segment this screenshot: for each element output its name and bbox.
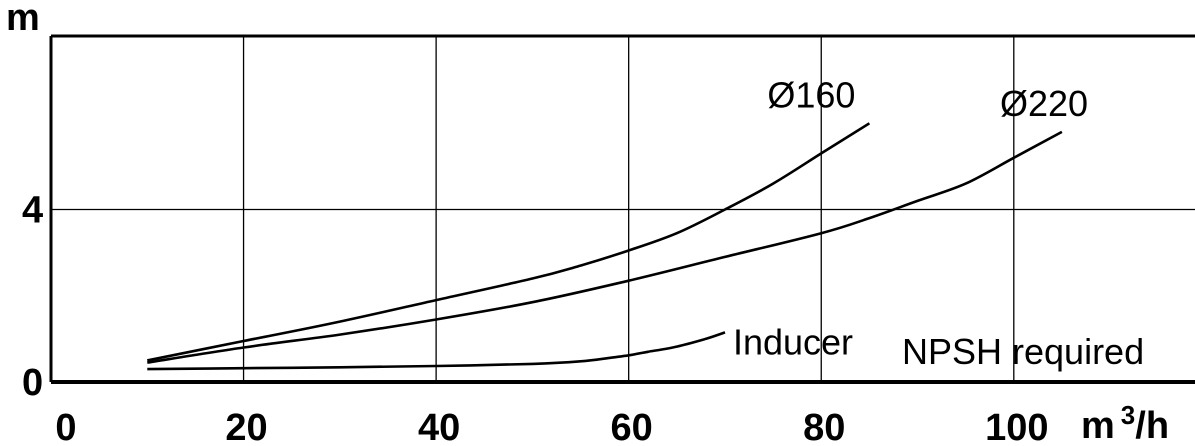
x-axis-label-tail: /h	[1135, 405, 1169, 446]
y-axis-label: m	[6, 0, 40, 39]
series-label-2: Ø220	[1000, 83, 1088, 124]
x-axis-label-exponent: 3	[1121, 400, 1135, 430]
series-line-3	[147, 331, 726, 371]
x-tick-label: 80	[803, 407, 845, 446]
grid-layer	[51, 37, 1195, 382]
series-label-layer: Ø160 Ø220 Inducer	[733, 74, 1088, 362]
x-axis-label-base: m	[1081, 405, 1115, 446]
series-label-1: Ø160	[767, 74, 855, 115]
series-label-3: Inducer	[733, 321, 853, 362]
y-tick-label: 0	[22, 362, 43, 404]
frame-layer	[49, 34, 1195, 384]
y-tick-label: 4	[22, 190, 43, 232]
series-layer	[147, 122, 1063, 371]
npsh-required-annotation: NPSH required	[902, 331, 1144, 372]
series-line-1	[147, 122, 871, 362]
x-tick-label: 0	[55, 407, 76, 446]
x-axis-label: m 3/h	[1081, 400, 1169, 446]
series-line-2	[147, 130, 1063, 364]
x-tick-label: 20	[225, 407, 267, 446]
x-tick-label: 100	[985, 407, 1048, 446]
tick-label-layer: 0 20 40 60 80 100 0 4	[22, 190, 1049, 446]
x-tick-label: 60	[611, 407, 653, 446]
x-tick-label: 40	[418, 407, 460, 446]
